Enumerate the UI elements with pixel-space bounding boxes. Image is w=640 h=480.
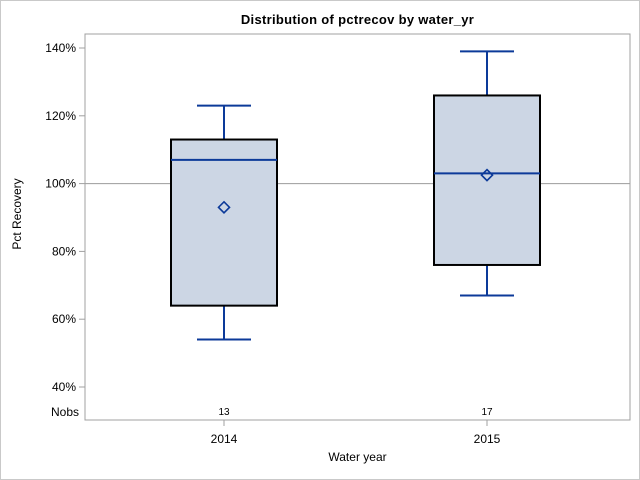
y-tick-label: 80% [52,244,76,258]
y-axis-title: Pct Recovery [10,178,24,250]
chart-title: Distribution of pctrecov by water_yr [240,12,475,27]
mean-diamond [217,200,231,214]
plot-frame [84,33,631,421]
nobs-value: 17 [481,407,493,418]
x-tick-label: 2015 [474,432,501,446]
y-tick-label: 60% [52,312,76,326]
nobs-row-label: Nobs [50,405,79,419]
y-tick-label: 40% [52,380,76,394]
y-tick-label: 120% [45,109,76,123]
mean-diamond [480,168,494,182]
nobs-value: 13 [218,407,230,418]
x-tick-label: 2014 [211,432,238,446]
y-tick-label: 100% [45,177,76,191]
iqr-box [170,138,278,307]
x-axis-title: Water year [328,450,387,464]
y-tick-label: 140% [45,41,76,55]
